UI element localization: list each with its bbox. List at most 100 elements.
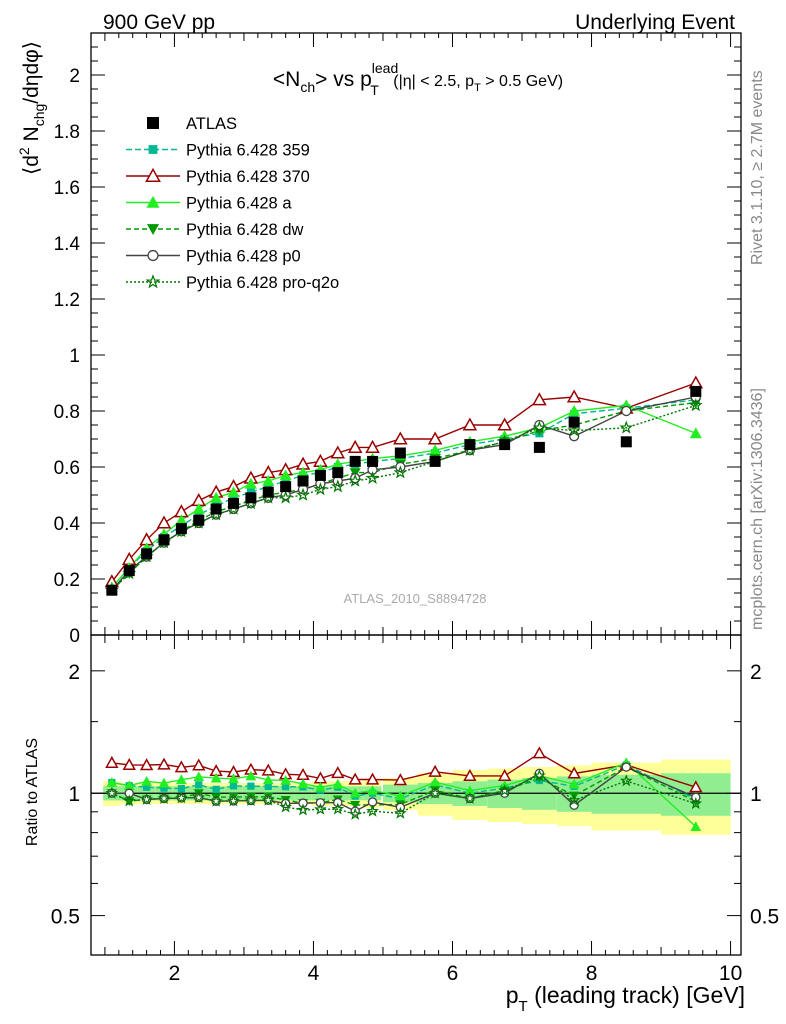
header-right: Underlying Event: [575, 11, 735, 34]
series-1-point: [347, 439, 363, 453]
x-tick-label: 2: [169, 962, 181, 985]
series-5-ratio-point: [331, 802, 345, 815]
series-2-point: [262, 475, 275, 486]
legend-entry-0: Pythia 6.428 359: [126, 142, 310, 160]
y-tick-label: 0.2: [54, 570, 80, 591]
series-1-point: [532, 392, 547, 406]
series-2-point: [227, 486, 240, 497]
atlas-data-point: [210, 503, 222, 515]
y-tick-label: 0.8: [54, 402, 80, 423]
series-1-point: [365, 439, 380, 453]
series-2-ratio-point: [158, 777, 170, 788]
series-1-point: [497, 417, 512, 431]
series-1-point: [427, 431, 443, 445]
legend: ATLAS Pythia 6.428 359 Pythia 6.428 370 Pyt…: [126, 115, 339, 292]
atlas-data-point: [280, 481, 292, 493]
legend-marker-2: [146, 195, 160, 208]
series-5-ratio-point: [394, 806, 407, 819]
legend-entry-1: Pythia 6.428 370: [126, 167, 310, 186]
atlas-data-point: [193, 514, 205, 526]
header-left: 900 GeV pp: [103, 11, 215, 34]
series-5-ratio-point: [122, 794, 136, 807]
series-0-ratio-point: [212, 785, 220, 793]
series-1-ratio-point: [393, 773, 408, 786]
series-1-ratio-point: [689, 780, 703, 793]
atlas-data-point: [262, 486, 274, 498]
ratio-plot-frame: [90, 634, 742, 956]
series-1-ratio-point: [532, 746, 547, 759]
series-2-point: [210, 491, 223, 503]
atlas-data-point: [429, 455, 441, 467]
series-1-ratio-point: [174, 760, 189, 773]
side-label-bottom: mcplots.cern.ch [arXiv:1306.3436]: [749, 388, 766, 630]
legend-marker-4: [147, 249, 159, 262]
series-1-point: [330, 445, 346, 459]
series-1-point: [156, 515, 172, 529]
atlas-data-point: [499, 439, 511, 451]
series-5-ratio-point: [209, 794, 223, 807]
series-5-ratio-point: [157, 791, 171, 804]
series-0-ratio-point: [177, 785, 185, 793]
series-2-point: [568, 405, 581, 416]
series-2-ratio-point: [349, 787, 361, 798]
ratio-y-tick-label-right: 2: [750, 661, 762, 684]
series-1-ratio-point: [157, 757, 171, 770]
series-1-ratio-point: [365, 772, 380, 785]
series-1-ratio-point: [105, 755, 119, 768]
ratio-y-tick-label: 2: [68, 661, 80, 684]
series-5-ratio-point: [619, 774, 633, 787]
series-2-point: [429, 444, 442, 455]
x-tick-label: 10: [719, 962, 742, 985]
series-1-ratio-point: [348, 772, 362, 785]
atlas-data-point: [123, 565, 135, 577]
series-2-point: [689, 427, 702, 439]
series-1-point: [462, 417, 478, 431]
y-tick-label: 1.4: [54, 234, 81, 255]
legend-label-4: Pythia 6.428 p0: [186, 248, 301, 266]
series-5-point: [365, 470, 380, 485]
series-2-ratio-point: [262, 774, 274, 785]
series-0-ratio-point: [247, 782, 255, 790]
series-5-ratio-point: [567, 793, 581, 806]
series-5-ratio-point: [296, 803, 310, 816]
x-tick-label: 6: [447, 962, 459, 985]
series-1-ratio-point: [567, 766, 581, 779]
series-2-ratio-point: [394, 790, 406, 801]
series-2-ratio-point: [175, 774, 187, 785]
atlas-data-point: [533, 441, 545, 453]
series-0-ratio-point: [282, 783, 290, 791]
legend-entry-3: Pythia 6.428 dw: [126, 221, 303, 239]
series-5-ratio-point: [428, 786, 442, 799]
side-label-top: Rivet 3.1.10, ≥ 2.7M events: [749, 70, 766, 265]
series-5-ratio-point: [533, 768, 546, 782]
series-0-point: [229, 493, 238, 502]
atlas-data-point: [394, 447, 406, 459]
atlas-data-point: [349, 455, 361, 467]
legend-marker-5: [145, 274, 161, 289]
legend-label-atlas: ATLAS: [186, 115, 237, 133]
ratio-y-tick-label-right: 0.5: [750, 906, 779, 929]
series-5-ratio-point: [348, 807, 362, 820]
legend-marker-atlas: [147, 117, 159, 129]
ratio-y-tick-label: 1: [68, 783, 80, 806]
legend-entry-atlas: ATLAS: [147, 115, 237, 133]
series-5-point: [532, 420, 547, 434]
chart-title: <Nch> vs plead T (|η| < 2.5, pT > 0.5 GeV…: [273, 60, 563, 98]
series-0-line: [111, 399, 696, 588]
atlas-data-point: [106, 584, 118, 596]
legend-marker-1: [145, 167, 161, 183]
series-5-ratio-point: [227, 794, 240, 807]
axis-tick-labels: 2 4 6 8 10 0 0.2 0.4 0.6 0.8 1 1.2 1.4 1.6 1.8 2 0.5 0.5 1…: [51, 66, 779, 985]
ratio-y-axis-label: Ratio to ATLAS: [24, 738, 41, 846]
series-2-ratio-point: [367, 784, 378, 795]
x-tick-label: 8: [586, 962, 598, 985]
series-5-point: [393, 465, 408, 479]
analysis-watermark: ATLAS_2010_S8894728: [344, 591, 487, 606]
series-2-ratio-point: [332, 778, 344, 789]
series-2-point: [244, 477, 257, 489]
series-0-ratio-point: [264, 782, 272, 791]
series-2-ratio-point: [315, 781, 326, 792]
y-tick-label: 0.6: [54, 458, 80, 479]
series-4-ratio-point: [298, 798, 308, 808]
